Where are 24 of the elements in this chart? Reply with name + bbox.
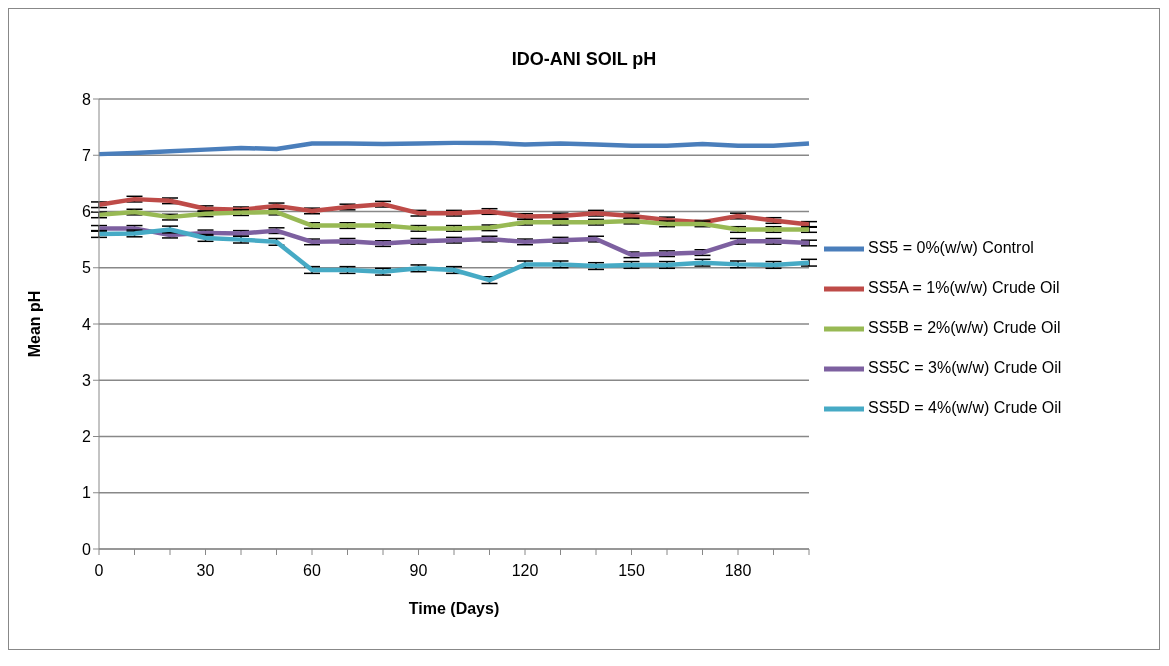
y-axis-title: Mean pH: [25, 290, 43, 358]
chart-title: IDO-ANI SOIL pH: [510, 49, 658, 70]
legend-label: SS5A = 1%(w/w) Crude Oil: [868, 279, 1060, 297]
x-tick-label: 60: [303, 562, 321, 580]
y-tick-label: 8: [82, 90, 92, 108]
y-tick-label: 4: [82, 315, 92, 333]
y-tick-label: 2: [82, 428, 92, 446]
x-axis-title: Time (Days): [408, 600, 500, 617]
x-tick-label: 180: [724, 562, 752, 580]
y-tick-label: 3: [82, 371, 92, 389]
legend-label: SS5B = 2%(w/w) Crude Oil: [868, 319, 1061, 337]
y-tick-label: 6: [82, 203, 92, 221]
x-tick-label: 90: [409, 562, 428, 580]
y-tick-label: 0: [82, 540, 92, 558]
x-tick-label: 30: [196, 562, 215, 580]
y-tick-label: 7: [82, 146, 92, 164]
legend-label: SS5C = 3%(w/w) Crude Oil: [868, 359, 1062, 377]
legend-label: SS5D = 4%(w/w) Crude Oil: [868, 399, 1062, 417]
y-tick-label: 1: [82, 484, 92, 502]
x-tick-label: 120: [511, 562, 539, 580]
y-tick-label: 5: [82, 259, 92, 277]
x-tick-label: 0: [94, 562, 104, 580]
x-tick-label: 150: [618, 562, 645, 580]
legend-label: SS5 = 0%(w/w) Control: [868, 239, 1034, 257]
